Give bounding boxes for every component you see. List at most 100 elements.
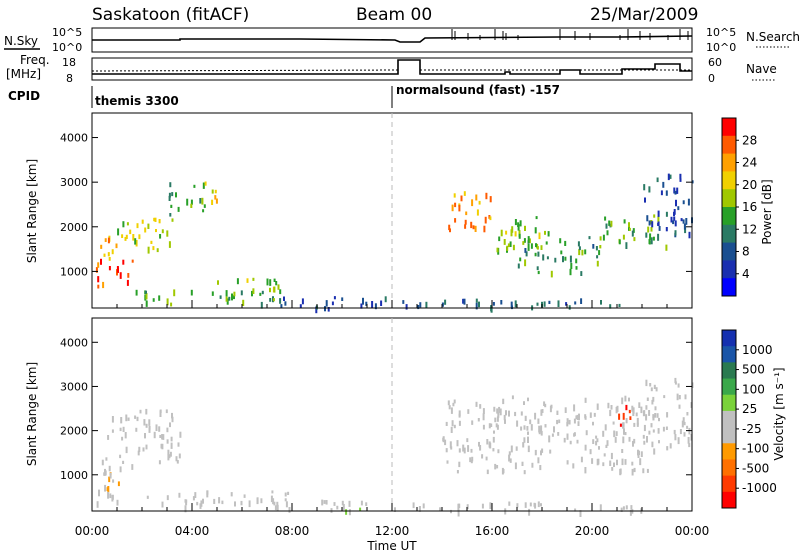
range-cell	[405, 304, 408, 310]
range-cell	[108, 465, 111, 472]
range-cell	[676, 393, 679, 401]
range-cell	[193, 184, 196, 188]
range-cell	[625, 242, 628, 249]
range-cell	[121, 234, 124, 238]
range-cell	[580, 456, 583, 463]
range-cell	[97, 262, 100, 268]
range-cell	[419, 302, 422, 308]
range-cell	[556, 410, 559, 415]
range-cell	[687, 437, 690, 444]
range-cell	[576, 414, 579, 420]
range-cell	[688, 427, 691, 435]
range-cell	[270, 495, 273, 503]
range-cell	[618, 303, 621, 307]
range-cell	[497, 449, 500, 454]
range-cell	[599, 504, 602, 511]
velocity-colorbar-swatch	[722, 491, 736, 509]
range-cell	[266, 278, 269, 286]
range-cell	[505, 410, 507, 416]
range-cell	[169, 451, 172, 457]
range-cell	[644, 197, 646, 203]
range-cell	[628, 409, 631, 414]
range-cell	[514, 219, 517, 226]
range-cell	[280, 304, 283, 308]
range-cell	[621, 397, 624, 405]
range-cell	[108, 257, 111, 261]
range-cell	[121, 436, 124, 441]
range-cell	[677, 437, 680, 445]
nsearch-tick-bottom: 10^0	[706, 41, 736, 54]
power-colorbar-swatch	[722, 207, 736, 226]
range-cell	[690, 434, 693, 441]
range-cell	[148, 427, 151, 433]
range-cell	[635, 412, 638, 417]
range-cell	[505, 230, 508, 235]
range-cell	[599, 245, 602, 249]
range-cell	[489, 216, 492, 221]
range-cell	[194, 492, 197, 498]
range-cell	[658, 226, 661, 231]
range-cell	[217, 280, 219, 285]
range-cell	[119, 427, 122, 432]
range-cell	[441, 302, 444, 307]
range-cell	[248, 500, 251, 508]
range-cell	[573, 432, 576, 437]
range-cell	[550, 404, 553, 409]
range-cell	[682, 219, 685, 224]
range-cell-region	[599, 214, 668, 251]
range-cell	[646, 215, 649, 222]
range-cell	[654, 406, 657, 411]
range-cell	[497, 412, 500, 418]
range-cell	[275, 281, 278, 286]
velocity-colorbar-swatch	[722, 459, 736, 477]
range-cell	[619, 468, 622, 475]
range-cell	[615, 431, 618, 436]
range-cell	[240, 290, 243, 296]
range-cell	[451, 204, 454, 212]
range-cell	[662, 181, 665, 188]
range-cell	[675, 199, 677, 207]
range-cell	[456, 440, 459, 447]
range-cell	[271, 490, 274, 494]
range-cell	[464, 224, 467, 229]
range-cell	[469, 457, 472, 463]
range-cell	[324, 306, 326, 312]
x-tick-label: 20:00	[575, 524, 610, 538]
range-cell	[647, 226, 650, 233]
range-cell	[178, 453, 181, 459]
range-cell	[269, 298, 272, 302]
range-cell	[485, 456, 488, 461]
range-cell	[685, 218, 688, 225]
x-tick-label: 00:00	[675, 524, 710, 538]
range-cell	[155, 424, 158, 431]
x-tick-label: 16:00	[475, 524, 510, 538]
range-cell	[522, 442, 525, 448]
range-cell	[236, 278, 239, 285]
range-cell	[578, 246, 581, 251]
range-cell	[653, 384, 656, 389]
range-cell	[681, 420, 684, 428]
range-cell	[657, 233, 660, 241]
range-cell	[276, 504, 279, 512]
range-cell	[159, 409, 162, 413]
range-cell	[452, 402, 455, 407]
range-cell	[534, 252, 537, 257]
range-cell	[522, 241, 525, 245]
range-cell	[218, 497, 221, 504]
range-cell	[645, 232, 648, 238]
range-cell	[657, 210, 660, 217]
range-cell	[514, 231, 517, 237]
range-cell	[463, 298, 466, 305]
range-cell	[646, 397, 649, 401]
freq-panel-frame	[91, 57, 693, 81]
velocity-colorbar-tick-label: 25	[742, 402, 757, 416]
range-cell	[490, 306, 493, 313]
range-cell	[202, 209, 205, 213]
range-cell	[534, 227, 537, 234]
range-cell	[475, 401, 478, 407]
cpid-segment-1: themis 3300	[95, 94, 179, 108]
range-cell	[321, 499, 324, 506]
range-cell	[618, 413, 621, 420]
range-cell	[457, 509, 460, 517]
range-cell	[540, 245, 543, 250]
